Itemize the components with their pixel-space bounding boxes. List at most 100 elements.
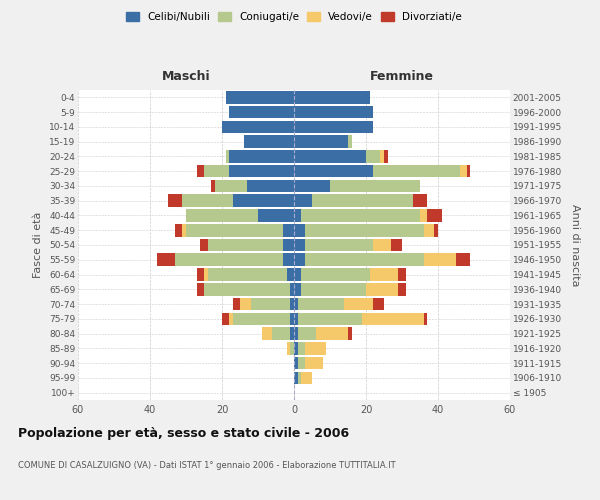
Bar (366, 283, 398, 296)
Bar (413, 194, 427, 207)
Bar (294, 342, 298, 354)
Bar (200, 238, 208, 252)
Bar (384, 150, 388, 162)
Bar (290, 342, 294, 354)
Bar (294, 165, 373, 177)
Bar (182, 224, 186, 236)
Bar (424, 224, 434, 236)
Bar (460, 165, 467, 177)
Bar (272, 328, 290, 340)
Bar (424, 254, 456, 266)
Bar (186, 209, 258, 222)
Legend: Celibi/Nubili, Coniugati/e, Vedovi/e, Divorziati/e: Celibi/Nubili, Coniugati/e, Vedovi/e, Di… (122, 8, 466, 26)
Bar (168, 194, 182, 207)
Bar (208, 238, 283, 252)
Bar (204, 268, 208, 281)
Bar (366, 150, 380, 162)
Bar (467, 165, 470, 177)
Bar (247, 180, 294, 192)
Bar (294, 312, 298, 325)
Bar (301, 268, 370, 281)
Bar (294, 254, 305, 266)
Bar (294, 194, 312, 207)
Bar (215, 180, 247, 192)
Bar (294, 136, 348, 148)
Bar (175, 254, 283, 266)
Bar (208, 268, 287, 281)
Bar (290, 328, 294, 340)
Bar (298, 312, 362, 325)
Bar (229, 106, 294, 118)
Bar (262, 328, 272, 340)
Bar (294, 283, 301, 296)
Y-axis label: Anni di nascita: Anni di nascita (571, 204, 580, 286)
Bar (226, 150, 229, 162)
Bar (380, 150, 384, 162)
Bar (197, 268, 204, 281)
Bar (204, 283, 290, 296)
Bar (294, 106, 373, 118)
Bar (427, 209, 442, 222)
Bar (233, 194, 294, 207)
Bar (424, 312, 427, 325)
Bar (305, 342, 326, 354)
Bar (301, 209, 420, 222)
Bar (298, 357, 305, 370)
Text: Popolazione per età, sesso e stato civile - 2006: Popolazione per età, sesso e stato civil… (18, 428, 349, 440)
Bar (222, 312, 229, 325)
Bar (294, 91, 370, 104)
Bar (182, 194, 233, 207)
Bar (305, 357, 323, 370)
Bar (298, 372, 301, 384)
Bar (229, 150, 294, 162)
Bar (305, 224, 424, 236)
Bar (434, 224, 438, 236)
Bar (298, 328, 316, 340)
Bar (373, 298, 384, 310)
Bar (298, 298, 344, 310)
Bar (211, 180, 215, 192)
Bar (294, 357, 298, 370)
Bar (298, 342, 305, 354)
Bar (373, 165, 460, 177)
Bar (229, 312, 233, 325)
Text: COMUNE DI CASALZUIGNO (VA) - Dati ISTAT 1° gennaio 2006 - Elaborazione TUTTITALI: COMUNE DI CASALZUIGNO (VA) - Dati ISTAT … (18, 460, 395, 469)
Bar (301, 283, 366, 296)
Bar (204, 165, 229, 177)
Bar (290, 298, 294, 310)
Bar (197, 283, 204, 296)
Bar (287, 268, 294, 281)
Bar (233, 312, 290, 325)
Bar (373, 238, 391, 252)
Bar (420, 209, 427, 222)
Bar (398, 283, 406, 296)
Bar (316, 328, 348, 340)
Bar (370, 268, 398, 281)
Bar (157, 254, 175, 266)
Bar (229, 165, 294, 177)
Bar (301, 372, 312, 384)
Bar (312, 194, 413, 207)
Bar (344, 298, 373, 310)
Bar (398, 268, 406, 281)
Bar (251, 298, 290, 310)
Bar (330, 180, 420, 192)
Bar (287, 342, 290, 354)
Bar (283, 224, 294, 236)
Bar (294, 238, 305, 252)
Bar (226, 91, 294, 104)
Bar (456, 254, 470, 266)
Bar (175, 224, 182, 236)
Bar (240, 298, 251, 310)
Y-axis label: Fasce di età: Fasce di età (34, 212, 43, 278)
Bar (290, 312, 294, 325)
Bar (283, 254, 294, 266)
Bar (294, 224, 305, 236)
Bar (305, 238, 373, 252)
Bar (294, 268, 301, 281)
Bar (294, 150, 366, 162)
Bar (391, 238, 402, 252)
Bar (294, 209, 301, 222)
Bar (294, 298, 298, 310)
Bar (186, 224, 283, 236)
